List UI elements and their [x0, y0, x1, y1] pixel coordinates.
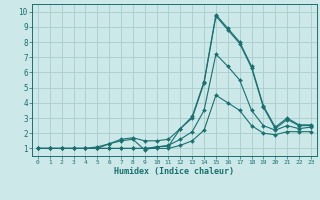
X-axis label: Humidex (Indice chaleur): Humidex (Indice chaleur) — [115, 167, 234, 176]
